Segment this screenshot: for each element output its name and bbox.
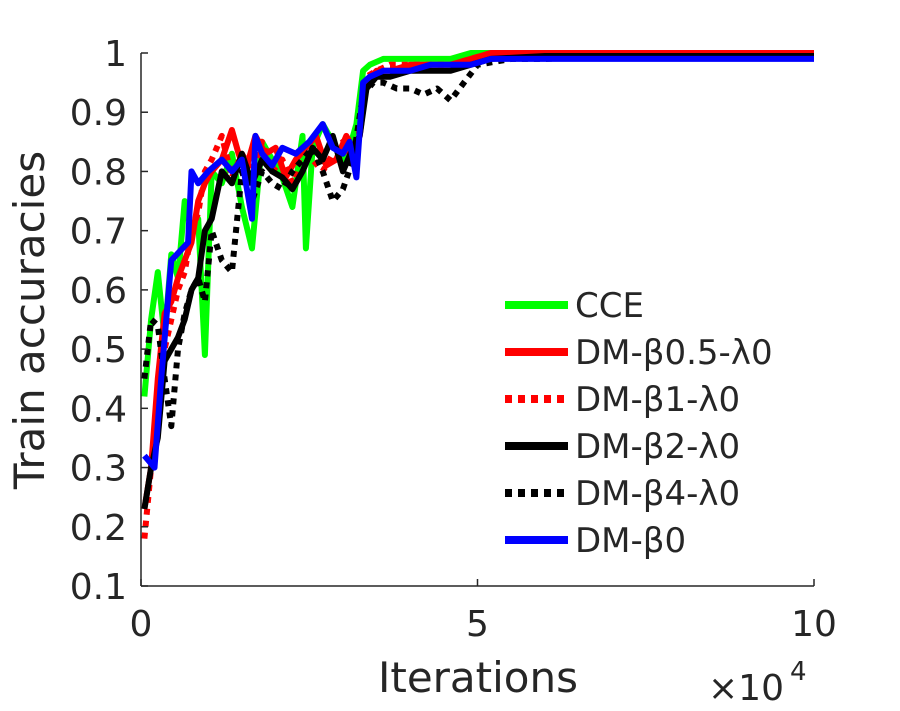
x-multiplier-exponent: 4 (790, 657, 807, 687)
legend-label: DM-β2-λ0 (575, 427, 740, 467)
legend-label: DM-β1-λ0 (575, 380, 740, 420)
legend-label: CCE (575, 286, 644, 326)
y-tick-label: 0.3 (70, 449, 127, 490)
series-line-3 (141, 50, 814, 539)
y-ticks: 0.1 0.2 0.3 0.4 0.5 0.6 0.7 0.8 0.9 1 (70, 34, 148, 608)
y-tick-label: 0.4 (70, 389, 127, 430)
y-axis-label: Train accuracies (5, 151, 54, 490)
legend-label: DM-β0 (575, 521, 686, 561)
y-tick-label: 1 (104, 34, 127, 75)
y-tick-label: 0.2 (70, 508, 127, 549)
y-tick-label: 0.9 (70, 93, 127, 134)
axes: 0 5 10 0.1 0.2 0.3 0.4 0.5 0.6 0.7 0.8 0.9 1 (70, 34, 837, 645)
plot-area (141, 50, 814, 539)
y-tick-label: 0.5 (70, 330, 127, 371)
y-tick-label: 0.6 (70, 271, 127, 312)
x-tick-label: 0 (130, 604, 153, 645)
y-tick-label: 0.8 (70, 152, 127, 193)
series-line-6 (142, 55, 814, 471)
series-line-5 (141, 53, 814, 430)
x-multiplier-base: ×10 (708, 668, 784, 709)
x-ticks: 0 5 10 (130, 579, 837, 645)
legend: CCE DM-β0.5-λ0 DM-β1-λ0 DM-β2-λ0 DM-β4-λ0 DM-… (505, 286, 773, 561)
x-axis-multiplier: ×10 4 (708, 657, 807, 709)
legend-label: DM-β4-λ0 (575, 474, 740, 514)
x-tick-label: 5 (466, 604, 489, 645)
x-tick-label: 10 (791, 604, 837, 645)
y-tick-label: 0.1 (70, 567, 127, 608)
x-axis-label: Iterations (378, 653, 578, 702)
y-tick-label: 0.7 (70, 212, 127, 253)
legend-label: DM-β0.5-λ0 (575, 333, 773, 373)
